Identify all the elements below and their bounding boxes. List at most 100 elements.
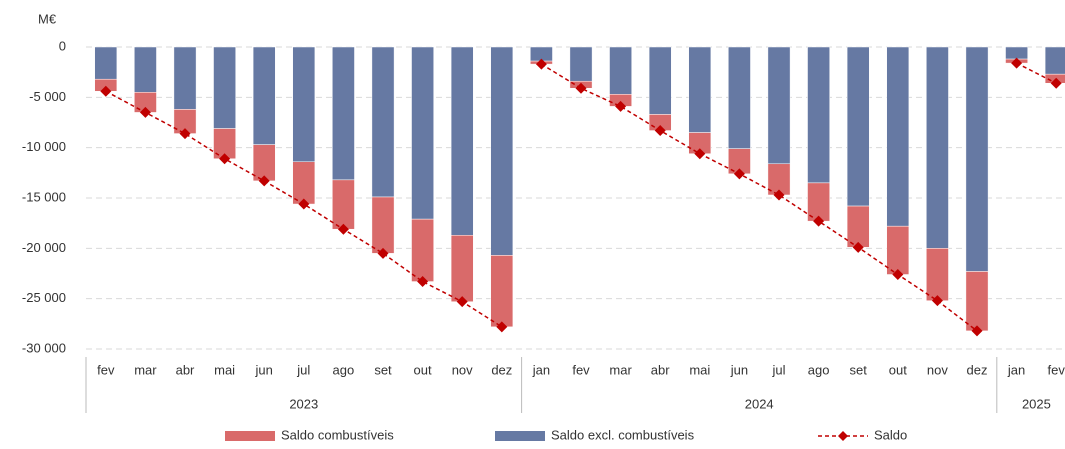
x-tick-label: out <box>414 362 432 377</box>
marker <box>852 241 864 253</box>
bar <box>807 46 830 184</box>
bar <box>926 248 949 301</box>
bar <box>767 46 791 165</box>
bar <box>450 46 474 236</box>
bar <box>728 46 751 149</box>
bar <box>965 46 989 272</box>
bar <box>569 46 593 82</box>
legend-label: Saldo excl. combustíveis <box>551 427 695 442</box>
bar <box>94 46 118 80</box>
bar <box>371 196 395 254</box>
x-tick-label: fev <box>1048 362 1065 377</box>
x-tick-label: jan <box>532 362 550 377</box>
marker <box>971 325 983 337</box>
x-tick-label: out <box>889 362 907 377</box>
bar <box>1005 46 1028 60</box>
bar <box>173 46 197 110</box>
x-tick-label: mar <box>609 362 632 377</box>
bar <box>490 46 514 256</box>
marker <box>258 175 270 187</box>
marker <box>1011 57 1023 69</box>
marker <box>337 223 349 235</box>
marker <box>219 153 231 165</box>
bar <box>332 46 355 181</box>
bar <box>292 46 316 163</box>
marker <box>535 58 547 70</box>
marker <box>1050 77 1062 89</box>
x-tick-label: ago <box>333 362 355 377</box>
marker <box>179 128 191 140</box>
x-tick-label: jun <box>730 362 748 377</box>
line <box>1016 62 1057 84</box>
legend-swatch <box>495 431 545 441</box>
bar <box>688 46 712 133</box>
line <box>541 63 978 332</box>
marker <box>298 198 310 210</box>
legend-label: Saldo combustíveis <box>281 427 394 442</box>
marker <box>575 82 587 94</box>
bar <box>846 205 870 248</box>
bar <box>411 218 434 282</box>
x-tick-label: set <box>850 362 868 377</box>
legend-swatch <box>838 431 848 441</box>
x-tick-label: nov <box>927 362 948 377</box>
y-tick-label: -20 000 <box>22 240 66 255</box>
bar <box>292 161 316 205</box>
x-tick-label: dez <box>967 362 988 377</box>
y-tick-label: 0 <box>59 38 66 53</box>
x-tick-label: jan <box>1007 362 1025 377</box>
group-label: 2025 <box>1022 396 1051 411</box>
x-tick-label: mai <box>214 362 235 377</box>
bar <box>332 179 355 230</box>
marker <box>100 85 112 97</box>
x-tick-label: fev <box>97 362 115 377</box>
marker <box>377 247 389 259</box>
y-tick-label: -25 000 <box>22 290 66 305</box>
bar <box>411 46 434 220</box>
y-tick-label: -5 000 <box>29 89 66 104</box>
marker <box>615 100 627 112</box>
marker <box>931 295 943 307</box>
x-tick-label: mar <box>134 362 157 377</box>
bar <box>886 225 910 275</box>
y-tick-label: -10 000 <box>22 139 66 154</box>
marker <box>139 106 151 118</box>
bar <box>371 46 395 198</box>
y-tick-label: -15 000 <box>22 189 66 204</box>
marker <box>417 276 429 288</box>
x-tick-label: set <box>374 362 392 377</box>
group-label: 2024 <box>745 396 774 411</box>
bar <box>609 46 632 95</box>
bar <box>886 46 910 227</box>
x-tick-label: dez <box>491 362 512 377</box>
x-tick-label: jul <box>296 362 310 377</box>
marker <box>892 269 904 281</box>
x-tick-label: fev <box>572 362 590 377</box>
bar <box>846 46 870 207</box>
x-tick-label: mai <box>689 362 710 377</box>
bar <box>213 46 236 129</box>
marker <box>733 168 745 180</box>
bar <box>648 46 672 115</box>
marker <box>654 125 666 137</box>
marker <box>496 321 508 333</box>
bar <box>134 46 157 93</box>
legend-label: Saldo <box>874 427 907 442</box>
marker <box>456 296 468 308</box>
x-tick-label: jun <box>255 362 273 377</box>
bar <box>450 234 474 302</box>
bar <box>490 255 514 328</box>
y-tick-label: -30 000 <box>22 340 66 355</box>
x-tick-label: nov <box>452 362 473 377</box>
group-label: 2023 <box>289 396 318 411</box>
x-tick-label: jul <box>771 362 785 377</box>
marker <box>694 148 706 160</box>
x-tick-label: abr <box>651 362 670 377</box>
y-axis-label: M€ <box>38 11 57 26</box>
bar <box>926 46 949 249</box>
x-tick-label: ago <box>808 362 830 377</box>
legend-swatch <box>225 431 275 441</box>
bar <box>1044 46 1065 75</box>
marker <box>773 189 785 201</box>
